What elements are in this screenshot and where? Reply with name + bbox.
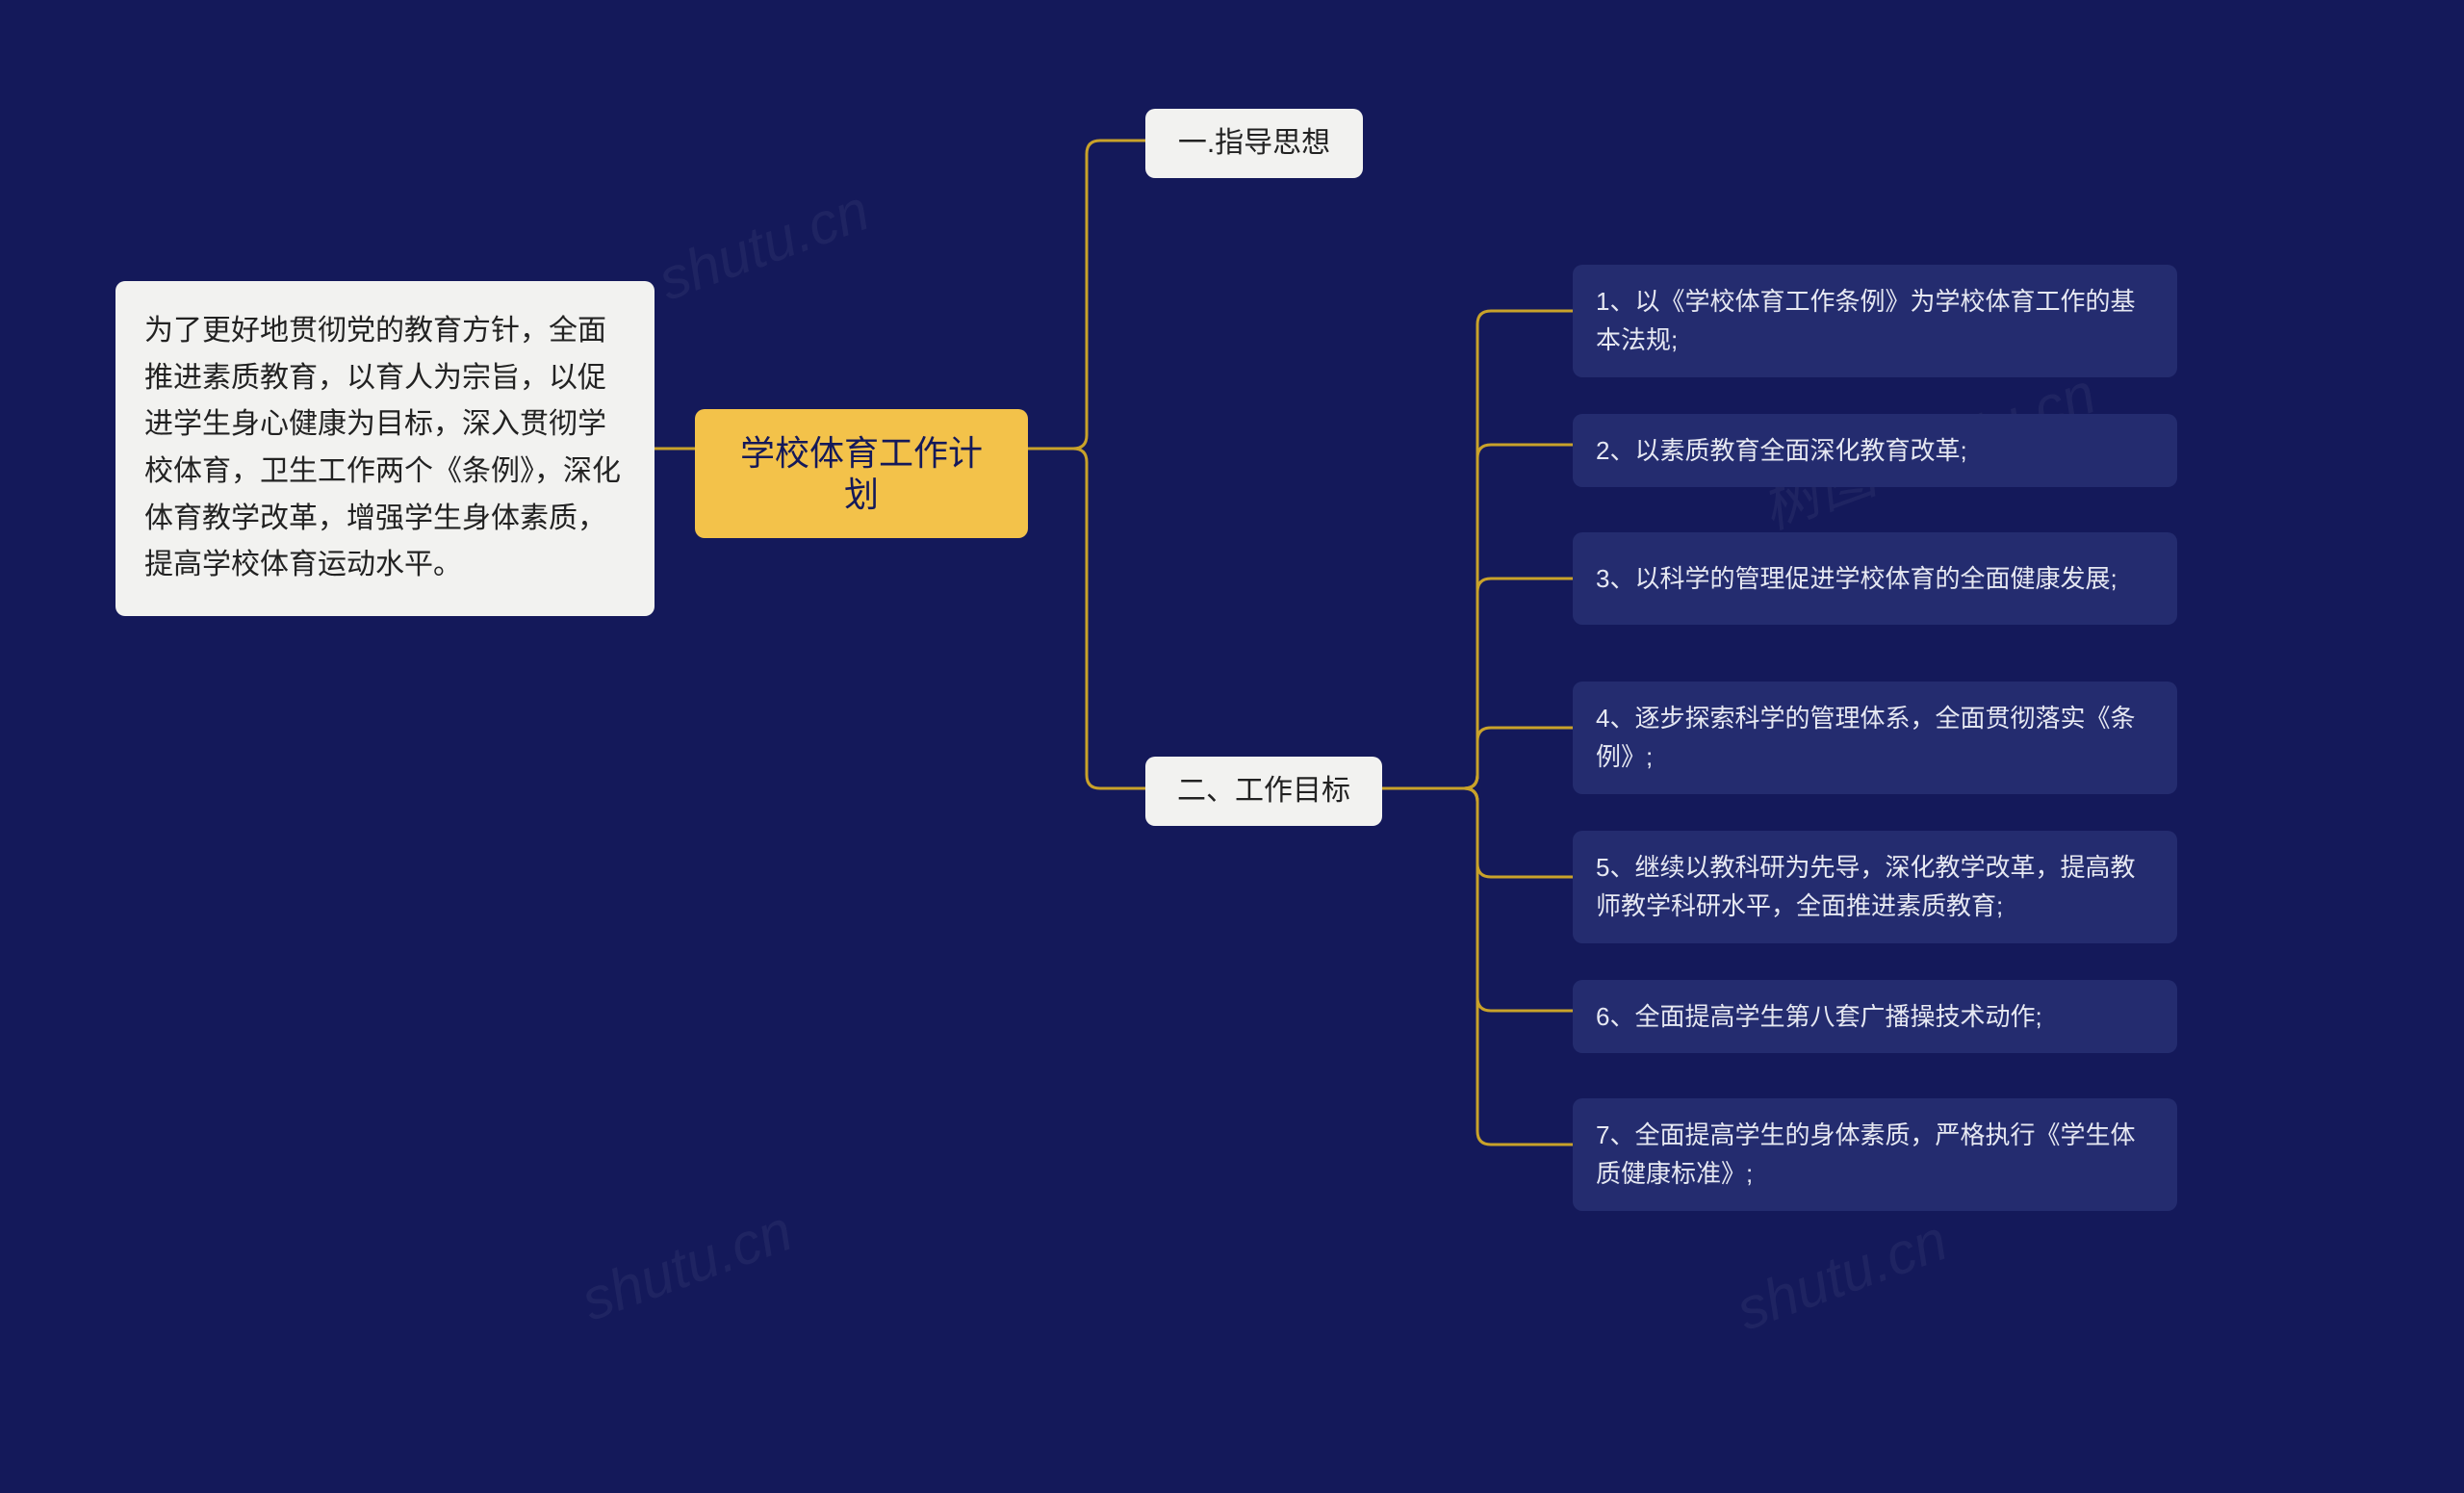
node-branch2-label: 二、工作目标 <box>1177 774 1350 809</box>
node-leaf4[interactable]: 4、逐步探索科学的管理体系，全面贯彻落实《条例》; <box>1573 682 2177 794</box>
node-intro-label: 为了更好地贯彻党的教育方针，全面推进素质教育，以育人为宗旨，以促进学生身心健康为… <box>144 308 626 589</box>
node-leaf5[interactable]: 5、继续以教科研为先导，深化教学改革，提高教师教学科研水平，全面推进素质教育; <box>1573 831 2177 943</box>
node-leaf2-label: 2、以素质教育全面深化教育改革; <box>1596 431 1967 470</box>
node-leaf1-label: 1、以《学校体育工作条例》为学校体育工作的基本法规; <box>1596 282 2154 360</box>
watermark: shutu.cn <box>573 1197 801 1333</box>
node-leaf3[interactable]: 3、以科学的管理促进学校体育的全面健康发展; <box>1573 532 2177 625</box>
watermark: shutu.cn <box>650 176 878 313</box>
connector <box>1382 445 1573 788</box>
node-leaf7-label: 7、全面提高学生的身体素质，严格执行《学生体质健康标准》; <box>1596 1116 2154 1194</box>
node-leaf4-label: 4、逐步探索科学的管理体系，全面贯彻落实《条例》; <box>1596 699 2154 777</box>
connector <box>1028 449 1145 788</box>
node-leaf7[interactable]: 7、全面提高学生的身体素质，严格执行《学生体质健康标准》; <box>1573 1098 2177 1211</box>
connector <box>1382 788 1573 1011</box>
node-leaf5-label: 5、继续以教科研为先导，深化教学改革，提高教师教学科研水平，全面推进素质教育; <box>1596 848 2154 926</box>
node-leaf6-label: 6、全面提高学生第八套广播操技术动作; <box>1596 997 2042 1036</box>
node-branch2[interactable]: 二、工作目标 <box>1145 757 1382 826</box>
node-leaf2[interactable]: 2、以素质教育全面深化教育改革; <box>1573 414 2177 487</box>
node-leaf1[interactable]: 1、以《学校体育工作条例》为学校体育工作的基本法规; <box>1573 265 2177 377</box>
watermark: shutu.cn <box>1728 1206 1956 1343</box>
connector <box>1382 788 1573 1145</box>
node-root[interactable]: 学校体育工作计划 <box>695 409 1028 538</box>
connector <box>1382 311 1573 788</box>
connector <box>1382 579 1573 788</box>
connector <box>1382 728 1573 788</box>
node-root-label: 学校体育工作计划 <box>728 432 995 515</box>
node-branch1[interactable]: 一.指导思想 <box>1145 109 1363 178</box>
node-leaf3-label: 3、以科学的管理促进学校体育的全面健康发展; <box>1596 559 2118 598</box>
node-branch1-label: 一.指导思想 <box>1178 126 1330 161</box>
connector <box>1028 141 1145 449</box>
node-leaf6[interactable]: 6、全面提高学生第八套广播操技术动作; <box>1573 980 2177 1053</box>
node-intro[interactable]: 为了更好地贯彻党的教育方针，全面推进素质教育，以育人为宗旨，以促进学生身心健康为… <box>116 281 654 616</box>
connector <box>1382 788 1573 877</box>
mindmap-canvas: 树图 shutu.cnshutu.cn树图 shutu.cnshutu.cnsh… <box>0 0 2464 1493</box>
